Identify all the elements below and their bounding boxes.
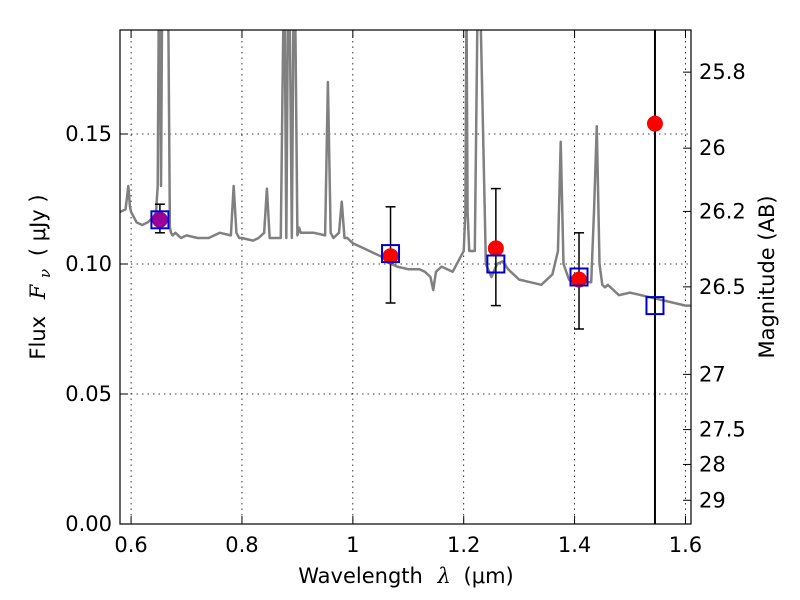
model-point (150, 210, 170, 230)
right-tick-label: 27 (699, 362, 726, 386)
model-point (645, 296, 665, 316)
y-tick-label: 0.00 (65, 512, 112, 536)
y-tick-label: 0.15 (65, 122, 112, 146)
plot-area (120, 30, 691, 524)
right-tick-label: 26.5 (699, 275, 746, 299)
plot-frame (119, 29, 692, 525)
observed-point (646, 115, 663, 132)
right-tick-label: 28 (699, 452, 726, 476)
x-tick-label: 0.6 (114, 533, 147, 557)
right-axis-label: Magnitude (AB) (755, 195, 779, 358)
x-tick-label: 1.4 (558, 533, 591, 557)
right-tick-label: 27.5 (699, 418, 746, 442)
right-tick-label: 26 (699, 136, 726, 160)
model-point (381, 244, 401, 264)
y-tick-label: 0.05 (65, 382, 112, 406)
y-tick-label: 0.10 (65, 252, 112, 276)
model-point (569, 267, 589, 287)
y-axis-label: Flux F ν ( μJy ) (26, 194, 55, 359)
x-tick-label: 1.2 (447, 533, 480, 557)
spectrum-line (120, 30, 691, 307)
right-tick-label: 29 (699, 488, 726, 512)
right-axis-ticks: 25.8 26 26.2 26.5 27 27.5 28 29 (683, 60, 746, 512)
y-axis-ticks: 0.00 0.05 0.10 0.15 (65, 122, 128, 536)
x-tick-label: 1.6 (669, 533, 702, 557)
observed-point (487, 240, 504, 257)
right-tick-label: 25.8 (699, 60, 746, 84)
x-axis-ticks: 0.6 0.8 1 1.2 1.4 1.6 (114, 30, 702, 557)
x-tick-label: 1 (346, 533, 359, 557)
x-axis-label: Wavelength λ (μm) (298, 564, 513, 588)
right-tick-label: 26.2 (699, 199, 746, 223)
observed-point (151, 211, 168, 228)
model-point (486, 254, 506, 274)
x-tick-label: 0.8 (225, 533, 258, 557)
grid (120, 30, 691, 525)
